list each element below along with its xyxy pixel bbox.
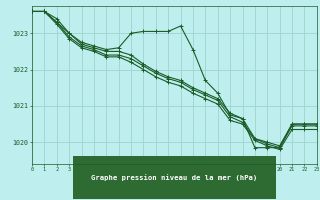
X-axis label: Graphe pression niveau de la mer (hPa): Graphe pression niveau de la mer (hPa): [91, 174, 258, 181]
